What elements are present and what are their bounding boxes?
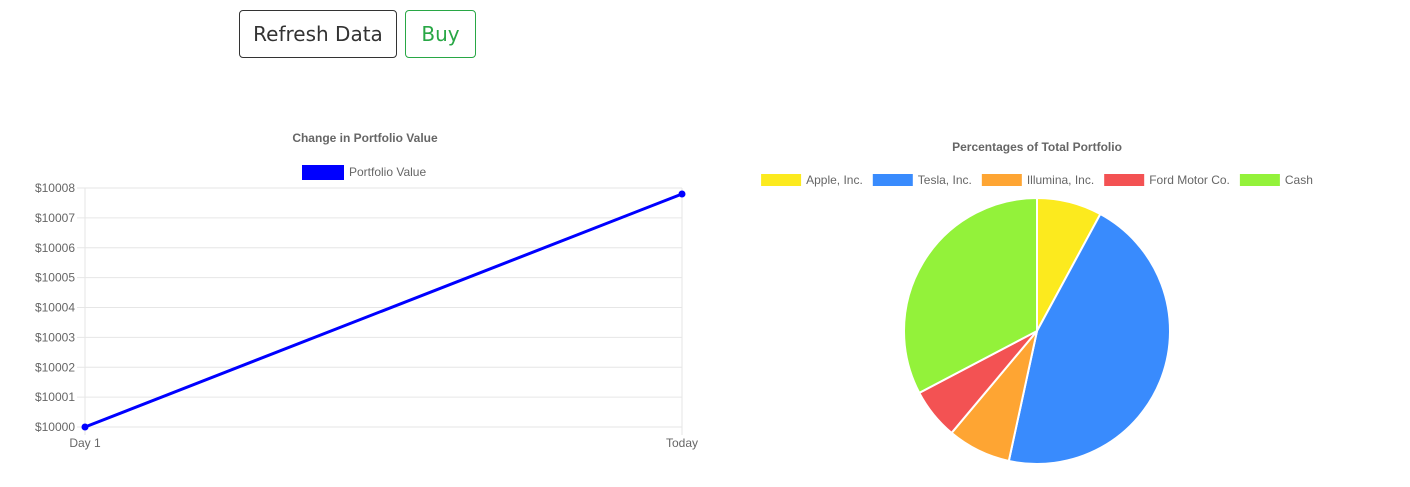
line-chart-y-tick-label: $10006 xyxy=(35,241,75,255)
line-chart-y-tick-label: $10004 xyxy=(35,301,75,315)
buy-button[interactable]: Buy xyxy=(405,10,476,58)
pie-chart-slices xyxy=(903,196,1172,466)
pie-legend-swatch[interactable] xyxy=(1239,174,1280,186)
line-chart-x-axis: Day 1 Today xyxy=(69,436,698,450)
line-chart-y-tick-label: $10000 xyxy=(35,420,75,434)
line-chart-x-tick-label: Today xyxy=(666,436,698,450)
line-chart-series xyxy=(81,190,686,431)
line-chart-title: Change in Portfolio Value xyxy=(292,131,438,145)
pie-chart: Percentages of Total Portfolio Apple, In… xyxy=(761,140,1313,466)
line-chart-point[interactable] xyxy=(678,190,686,198)
pie-legend-swatch[interactable] xyxy=(761,174,802,186)
pie-legend-swatch[interactable] xyxy=(872,174,913,186)
line-chart-y-tick-label: $10007 xyxy=(35,211,75,225)
pie-legend-label[interactable]: Cash xyxy=(1285,173,1313,187)
line-chart-legend-swatch[interactable] xyxy=(302,165,344,180)
line-chart-point[interactable] xyxy=(81,423,89,431)
line-chart-y-tick-label: $10008 xyxy=(35,181,75,195)
line-chart-series-line xyxy=(84,192,683,429)
pie-slice[interactable] xyxy=(1007,212,1172,466)
line-chart-y-tick-label: $10001 xyxy=(35,390,75,404)
pie-slice[interactable] xyxy=(903,196,1038,395)
line-chart-legend-label[interactable]: Portfolio Value xyxy=(349,165,426,179)
pie-legend-label[interactable]: Ford Motor Co. xyxy=(1149,173,1230,187)
line-chart-y-tick-label: $10003 xyxy=(35,330,75,344)
pie-legend-swatch[interactable] xyxy=(1104,174,1145,186)
pie-legend-label[interactable]: Illumina, Inc. xyxy=(1027,173,1094,187)
line-chart-x-tick-label: Day 1 xyxy=(69,436,101,450)
line-chart-grid xyxy=(77,187,683,435)
pie-chart-legend: Apple, Inc. Tesla, Inc. Illumina, Inc. Ford… xyxy=(761,173,1313,187)
pie-legend-label[interactable]: Tesla, Inc. xyxy=(918,173,972,187)
line-chart-y-tick-label: $10002 xyxy=(35,360,75,374)
pie-legend-label[interactable]: Apple, Inc. xyxy=(806,173,863,187)
line-chart-y-axis: $10000 $10001 $10002 $10003 $10004 $10005 $100… xyxy=(35,181,75,434)
refresh-data-button[interactable]: Refresh Data xyxy=(239,10,397,58)
line-chart: Change in Portfolio Value Portfolio Valu… xyxy=(35,131,698,450)
line-chart-y-tick-label: $10005 xyxy=(35,271,75,285)
pie-chart-title: Percentages of Total Portfolio xyxy=(952,140,1122,154)
pie-legend-swatch[interactable] xyxy=(981,174,1022,186)
